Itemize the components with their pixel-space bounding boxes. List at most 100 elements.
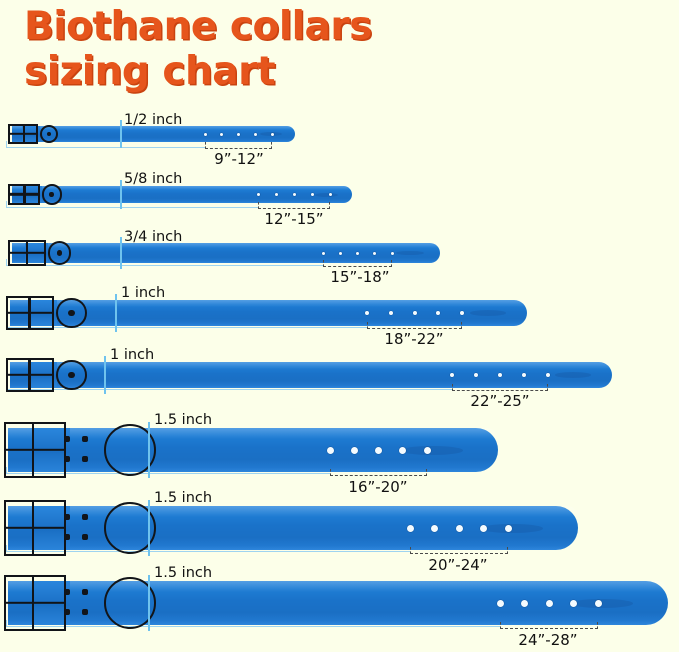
width-tick [104, 356, 106, 394]
d-ring-pin [68, 371, 76, 379]
measure-baseline-cap [6, 467, 7, 473]
buckle-tongue-bar [25, 242, 29, 264]
buckle-icon [8, 240, 46, 266]
strap-hole [237, 132, 240, 136]
measure-baseline [6, 473, 330, 474]
rivet-icon [64, 514, 71, 521]
collar-strap [8, 506, 578, 550]
strap-hole [406, 524, 414, 532]
width-tick [148, 422, 150, 478]
buckle-icon [6, 358, 54, 392]
size-range-bracket [410, 547, 508, 554]
strap-hole [375, 446, 382, 454]
strap-hole [431, 524, 438, 532]
brand-emboss-icon [554, 372, 592, 379]
size-range-bracket [367, 322, 462, 329]
brand-emboss-icon [571, 598, 633, 609]
rivet-icon [81, 436, 88, 443]
brand-emboss-icon [314, 192, 339, 197]
strap-hole [474, 373, 478, 377]
measure-baseline-cap [6, 201, 7, 207]
strap-hole [310, 193, 314, 196]
strap-hole [480, 524, 487, 532]
strap-hole [326, 446, 334, 454]
d-ring-icon [104, 502, 157, 554]
strap-hole [545, 599, 553, 607]
rivet-icon [64, 455, 71, 462]
strap-hole [521, 599, 528, 607]
size-range-label: 16”-20” [348, 478, 408, 496]
width-tick [120, 237, 122, 269]
width-label: 1.5 inch [154, 412, 213, 428]
strap-hole [220, 132, 224, 136]
brand-emboss-icon [396, 251, 424, 256]
width-label: 1.5 inch [154, 565, 213, 581]
size-range-label: 15”-18” [330, 268, 390, 286]
d-ring-icon [47, 241, 72, 265]
title-line-1: Biothane collars [24, 4, 372, 49]
buckle-center-bar [6, 448, 64, 452]
strap-hole [504, 524, 512, 532]
strap-hole [412, 311, 417, 315]
strap-hole [436, 311, 441, 315]
brand-emboss-icon [481, 523, 543, 534]
size-range-bracket [205, 142, 272, 149]
measure-baseline-cap [6, 141, 7, 147]
buckle-tongue-bar [32, 576, 35, 630]
size-range-bracket [330, 469, 427, 476]
strap-hole [356, 251, 359, 255]
strap-hole [546, 373, 550, 377]
strap-hole [399, 446, 407, 454]
buckle-icon [4, 499, 66, 557]
strap-hole [350, 446, 358, 454]
size-range-label: 24”-28” [518, 631, 578, 649]
buckle-center-bar [6, 526, 64, 530]
strap-hole [498, 373, 502, 377]
width-tick [120, 120, 122, 148]
measure-baseline [6, 147, 205, 148]
rivet-icon [64, 608, 71, 615]
buckle-icon [8, 183, 40, 206]
strap-hole [522, 373, 526, 377]
d-ring-icon [39, 124, 59, 144]
strap-hole [373, 251, 377, 255]
strap-hole [253, 132, 257, 136]
width-label: 1 inch [110, 347, 155, 363]
measure-baseline [6, 207, 258, 208]
size-range-bracket [258, 202, 330, 209]
size-range-label: 18”-22” [384, 330, 444, 348]
width-tick [120, 180, 122, 209]
width-label: 1 inch [121, 285, 166, 301]
strap-hole [274, 193, 278, 196]
page-title: Biothane collars sizing chart [24, 4, 584, 94]
strap-hole [256, 193, 260, 196]
width-tick [115, 294, 117, 332]
buckle-tongue-bar [23, 185, 26, 204]
buckle-tongue-bar [32, 501, 35, 555]
d-ring-icon [104, 424, 157, 476]
rivet-icon [81, 608, 88, 615]
buckle-tongue-bar [28, 298, 31, 328]
d-ring-icon [56, 297, 87, 329]
buckle-tongue-bar [28, 360, 31, 390]
rivet-icon [64, 589, 71, 596]
d-ring-pin [49, 192, 54, 197]
collar-strap [12, 126, 295, 142]
buckle-icon [6, 296, 54, 330]
d-ring-pin [57, 250, 63, 256]
strap-hole [455, 524, 463, 532]
strap-hole [388, 311, 393, 315]
rivet-icon [81, 514, 88, 521]
buckle-icon [4, 574, 66, 632]
strap-hole [460, 311, 464, 315]
strap-hole [292, 193, 296, 196]
measure-baseline [6, 389, 452, 390]
strap-hole [270, 132, 274, 136]
strap-hole [390, 251, 394, 255]
measure-baseline-cap [6, 620, 7, 626]
strap-hole [203, 132, 207, 136]
d-ring-pin [46, 131, 51, 137]
strap-hole [496, 599, 504, 607]
buckle-tongue-bar [22, 125, 25, 143]
d-ring-pin [68, 309, 76, 317]
